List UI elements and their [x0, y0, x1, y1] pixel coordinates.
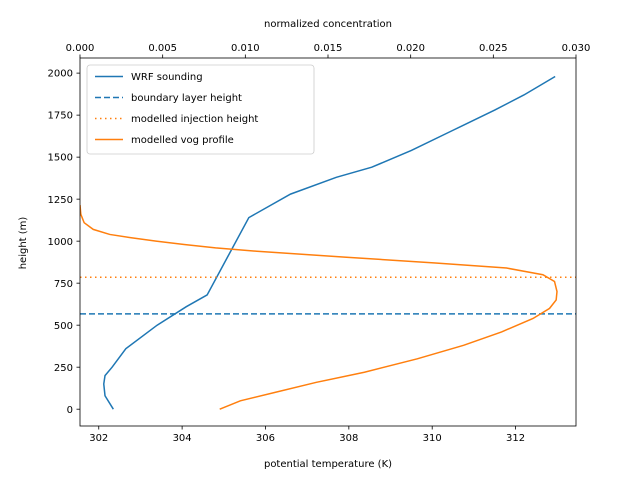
y-tick-label: 0: [67, 405, 73, 416]
top-tick-label: 0.020: [396, 43, 425, 54]
x-axis-label: potential temperature (K): [264, 459, 392, 470]
top-tick-label: 0.000: [66, 43, 95, 54]
x-tick-label: 308: [339, 433, 358, 444]
top-tick-label: 0.010: [231, 43, 260, 54]
x-tick-label: 310: [423, 433, 442, 444]
top-axis-label: normalized concentration: [264, 19, 392, 30]
x-tick-label: 304: [173, 433, 192, 444]
legend: WRF sounding boundary layer height modelle…: [86, 64, 315, 155]
axes: 302 304 306 308 310 312 0.000 0.005 0.010 0.015 0.…: [48, 43, 591, 444]
y-axis-label: height (m): [18, 217, 29, 270]
x-tick-label: 306: [256, 433, 275, 444]
legend-label-3: modelled vog profile: [131, 135, 234, 146]
y-tick-label: 750: [54, 279, 73, 290]
x-tick-label: 312: [506, 433, 525, 444]
legend-label-1: boundary layer height: [131, 93, 242, 104]
top-tick-label: 0.030: [562, 43, 591, 54]
top-tick-label: 0.005: [148, 43, 177, 54]
y-tick-label: 1750: [48, 111, 73, 122]
series-line-0: [103, 75, 556, 410]
x-tick-label: 302: [89, 433, 108, 444]
y-tick-label: 500: [54, 321, 73, 332]
y-tick-label: 250: [54, 363, 73, 374]
y-tick-label: 1250: [48, 195, 73, 206]
legend-label-2: modelled injection height: [131, 114, 258, 125]
legend-box: [86, 64, 315, 155]
y-tick-label: 2000: [48, 69, 73, 80]
y-tick-label: 1000: [48, 237, 73, 248]
top-tick-label: 0.015: [314, 43, 343, 54]
legend-label-0: WRF sounding: [131, 72, 203, 83]
y-tick-label: 1500: [48, 153, 73, 164]
series-line-3: [80, 204, 558, 410]
top-tick-label: 0.025: [479, 43, 508, 54]
plot-area: [80, 75, 576, 410]
